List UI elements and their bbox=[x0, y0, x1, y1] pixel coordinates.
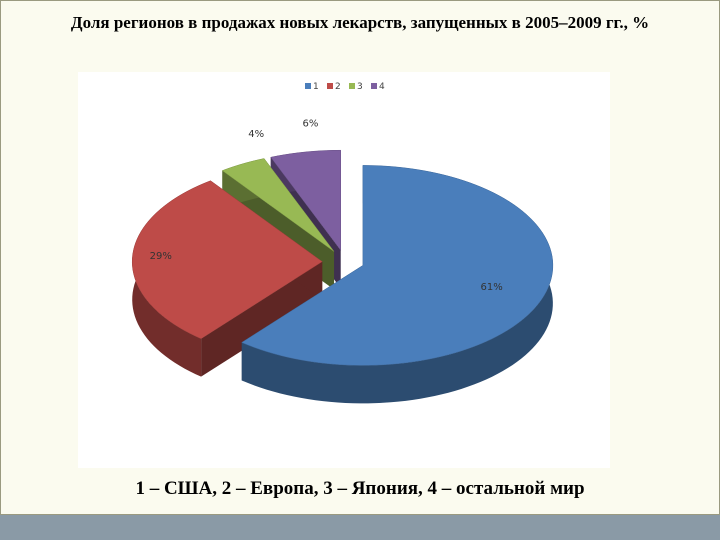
slice-wall bbox=[201, 261, 323, 377]
caption: 1 – США, 2 – Европа, 3 – Япония, 4 – ост… bbox=[135, 478, 584, 499]
slice bbox=[221, 158, 335, 252]
legend-label: 3 bbox=[357, 82, 363, 92]
legend-swatch bbox=[305, 83, 311, 89]
data-label: 61% bbox=[480, 282, 502, 293]
slice-side bbox=[241, 165, 553, 404]
data-label: 6% bbox=[303, 119, 319, 130]
legend-label: 4 bbox=[379, 82, 385, 92]
slice bbox=[270, 149, 341, 251]
legend-swatch bbox=[349, 83, 355, 89]
data-labels: 6% 4% 29% 61% bbox=[150, 119, 503, 293]
pie-tops bbox=[131, 149, 554, 366]
slice bbox=[241, 165, 554, 366]
bottom-strip bbox=[0, 515, 720, 540]
chart-title: Доля регионов в продажах новых лекарств,… bbox=[71, 13, 649, 32]
legend-label: 2 bbox=[335, 82, 341, 92]
data-label: 29% bbox=[150, 251, 172, 262]
data-label: 4% bbox=[248, 129, 264, 140]
legend-label: 1 bbox=[313, 82, 319, 92]
legend-swatch bbox=[371, 83, 377, 89]
legend-swatch bbox=[327, 83, 333, 89]
legend: 1 2 3 4 bbox=[305, 82, 385, 92]
slice bbox=[131, 180, 323, 339]
